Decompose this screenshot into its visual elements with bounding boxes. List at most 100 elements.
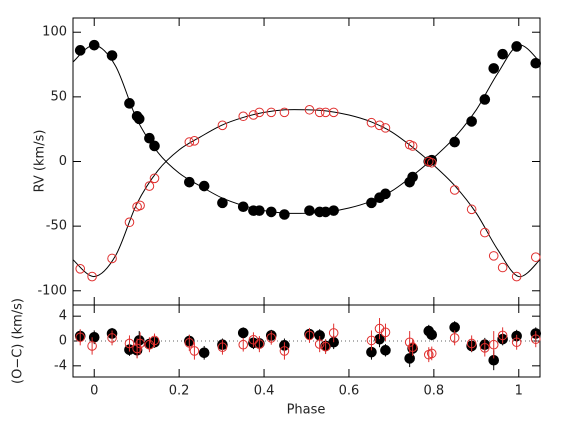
x-tick-label: 0.2 [169, 384, 190, 399]
x-tick-label: 0.4 [254, 384, 275, 399]
y-tick-label: 100 [42, 25, 67, 40]
data-point [266, 107, 277, 118]
data-point [254, 205, 265, 216]
data-point [279, 107, 290, 118]
data-point [449, 185, 460, 195]
plot-frame [72, 17, 541, 306]
data-point [480, 343, 490, 353]
data-point [380, 188, 391, 200]
data-point [88, 39, 100, 51]
data-point [238, 339, 249, 350]
data-point [511, 337, 522, 348]
data-point [374, 120, 385, 131]
model-curve [72, 109, 541, 278]
model-curve [72, 44, 541, 214]
y-tick-label: -50 [46, 219, 67, 234]
data-point [149, 140, 160, 152]
data-point [449, 136, 460, 148]
data-point [265, 206, 277, 218]
data-point [328, 328, 339, 338]
x-tick-label: 1 [515, 384, 523, 399]
data-point [189, 346, 200, 356]
data-point [198, 347, 210, 359]
data-point [314, 339, 325, 349]
x-tick-label: 0.8 [424, 384, 445, 399]
data-point [314, 107, 325, 118]
data-point [511, 41, 522, 52]
data-point [144, 181, 155, 191]
data-point [404, 353, 415, 364]
data-point [488, 63, 500, 74]
data-point [407, 171, 418, 183]
data-point [132, 343, 142, 354]
data-point [304, 104, 315, 115]
data-point [479, 94, 491, 105]
data-point [380, 123, 391, 133]
data-point [266, 333, 277, 343]
data-point [304, 330, 315, 341]
data-point [497, 330, 508, 341]
data-point [380, 345, 391, 356]
data-point [254, 107, 265, 118]
data-point [530, 57, 542, 69]
x-tick-label: 0 [90, 384, 98, 399]
data-point [107, 333, 117, 343]
data-point [279, 346, 290, 356]
data-point [149, 335, 160, 346]
data-point [488, 251, 499, 261]
data-point [75, 264, 86, 274]
data-point [237, 201, 249, 213]
y-tick-label: -100 [37, 283, 67, 298]
data-point [328, 205, 339, 216]
data-point [328, 107, 339, 118]
data-point [189, 136, 200, 146]
data-point [87, 341, 97, 351]
data-point [380, 327, 391, 338]
data-point [144, 132, 155, 144]
data-point [304, 205, 315, 216]
data-point [124, 338, 135, 349]
data-point [88, 331, 100, 343]
data-point [106, 50, 118, 61]
data-point [466, 338, 477, 349]
data-point [107, 253, 117, 264]
data-point [466, 204, 477, 215]
data-point [426, 329, 438, 341]
data-point [320, 341, 331, 352]
data-point [124, 98, 135, 109]
data-point [497, 48, 508, 60]
data-point [488, 339, 499, 350]
data-point [124, 217, 135, 228]
x-tick-label: 0.6 [339, 384, 360, 399]
data-point [75, 332, 86, 343]
data-point [184, 176, 195, 188]
data-point [217, 197, 228, 209]
y-axis-label: (O−C) (km/s) [11, 298, 26, 384]
y-tick-label: -4 [54, 358, 67, 373]
data-point [404, 337, 415, 348]
data-point [449, 333, 460, 343]
data-point [254, 339, 265, 349]
data-point [530, 252, 541, 262]
data-point [366, 335, 377, 346]
data-point [135, 338, 145, 349]
data-point [530, 334, 541, 344]
data-point [135, 200, 145, 211]
data-point [237, 327, 249, 339]
x-axis-label: Phase [287, 403, 326, 418]
data-point [407, 342, 418, 353]
data-point [74, 45, 86, 56]
data-point [320, 107, 331, 118]
y-axis-label: RV (km/s) [33, 130, 48, 193]
data-point [149, 173, 160, 184]
y-tick-label: 0 [59, 154, 67, 169]
y-tick-label: 50 [50, 89, 67, 104]
data-point [217, 342, 228, 353]
data-point [87, 271, 97, 282]
data-point [426, 157, 437, 168]
data-point [511, 271, 522, 282]
data-point [480, 227, 490, 238]
data-point [184, 338, 195, 348]
data-point [184, 137, 195, 147]
data-point [466, 116, 477, 127]
